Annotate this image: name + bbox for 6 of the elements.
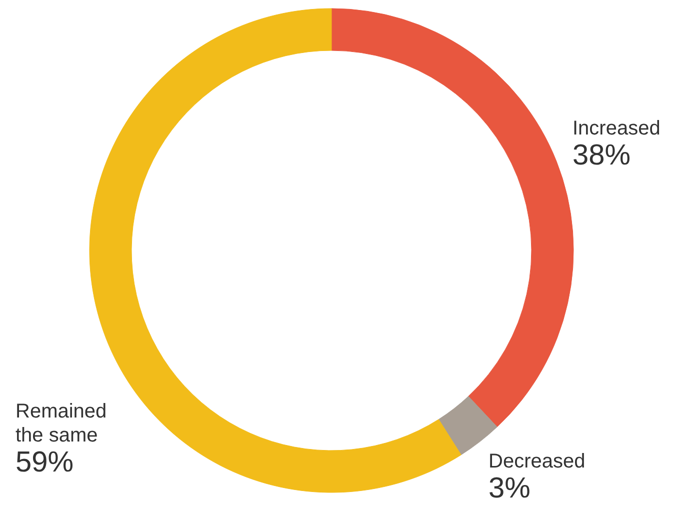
slice-label: Increased bbox=[572, 118, 660, 140]
data-label: 59% bbox=[16, 446, 74, 478]
slice-label: Decreased bbox=[488, 450, 586, 472]
data-label: 3% bbox=[488, 472, 530, 504]
data-label: 38% bbox=[572, 140, 631, 172]
slice-label: Remained the same bbox=[16, 400, 107, 446]
